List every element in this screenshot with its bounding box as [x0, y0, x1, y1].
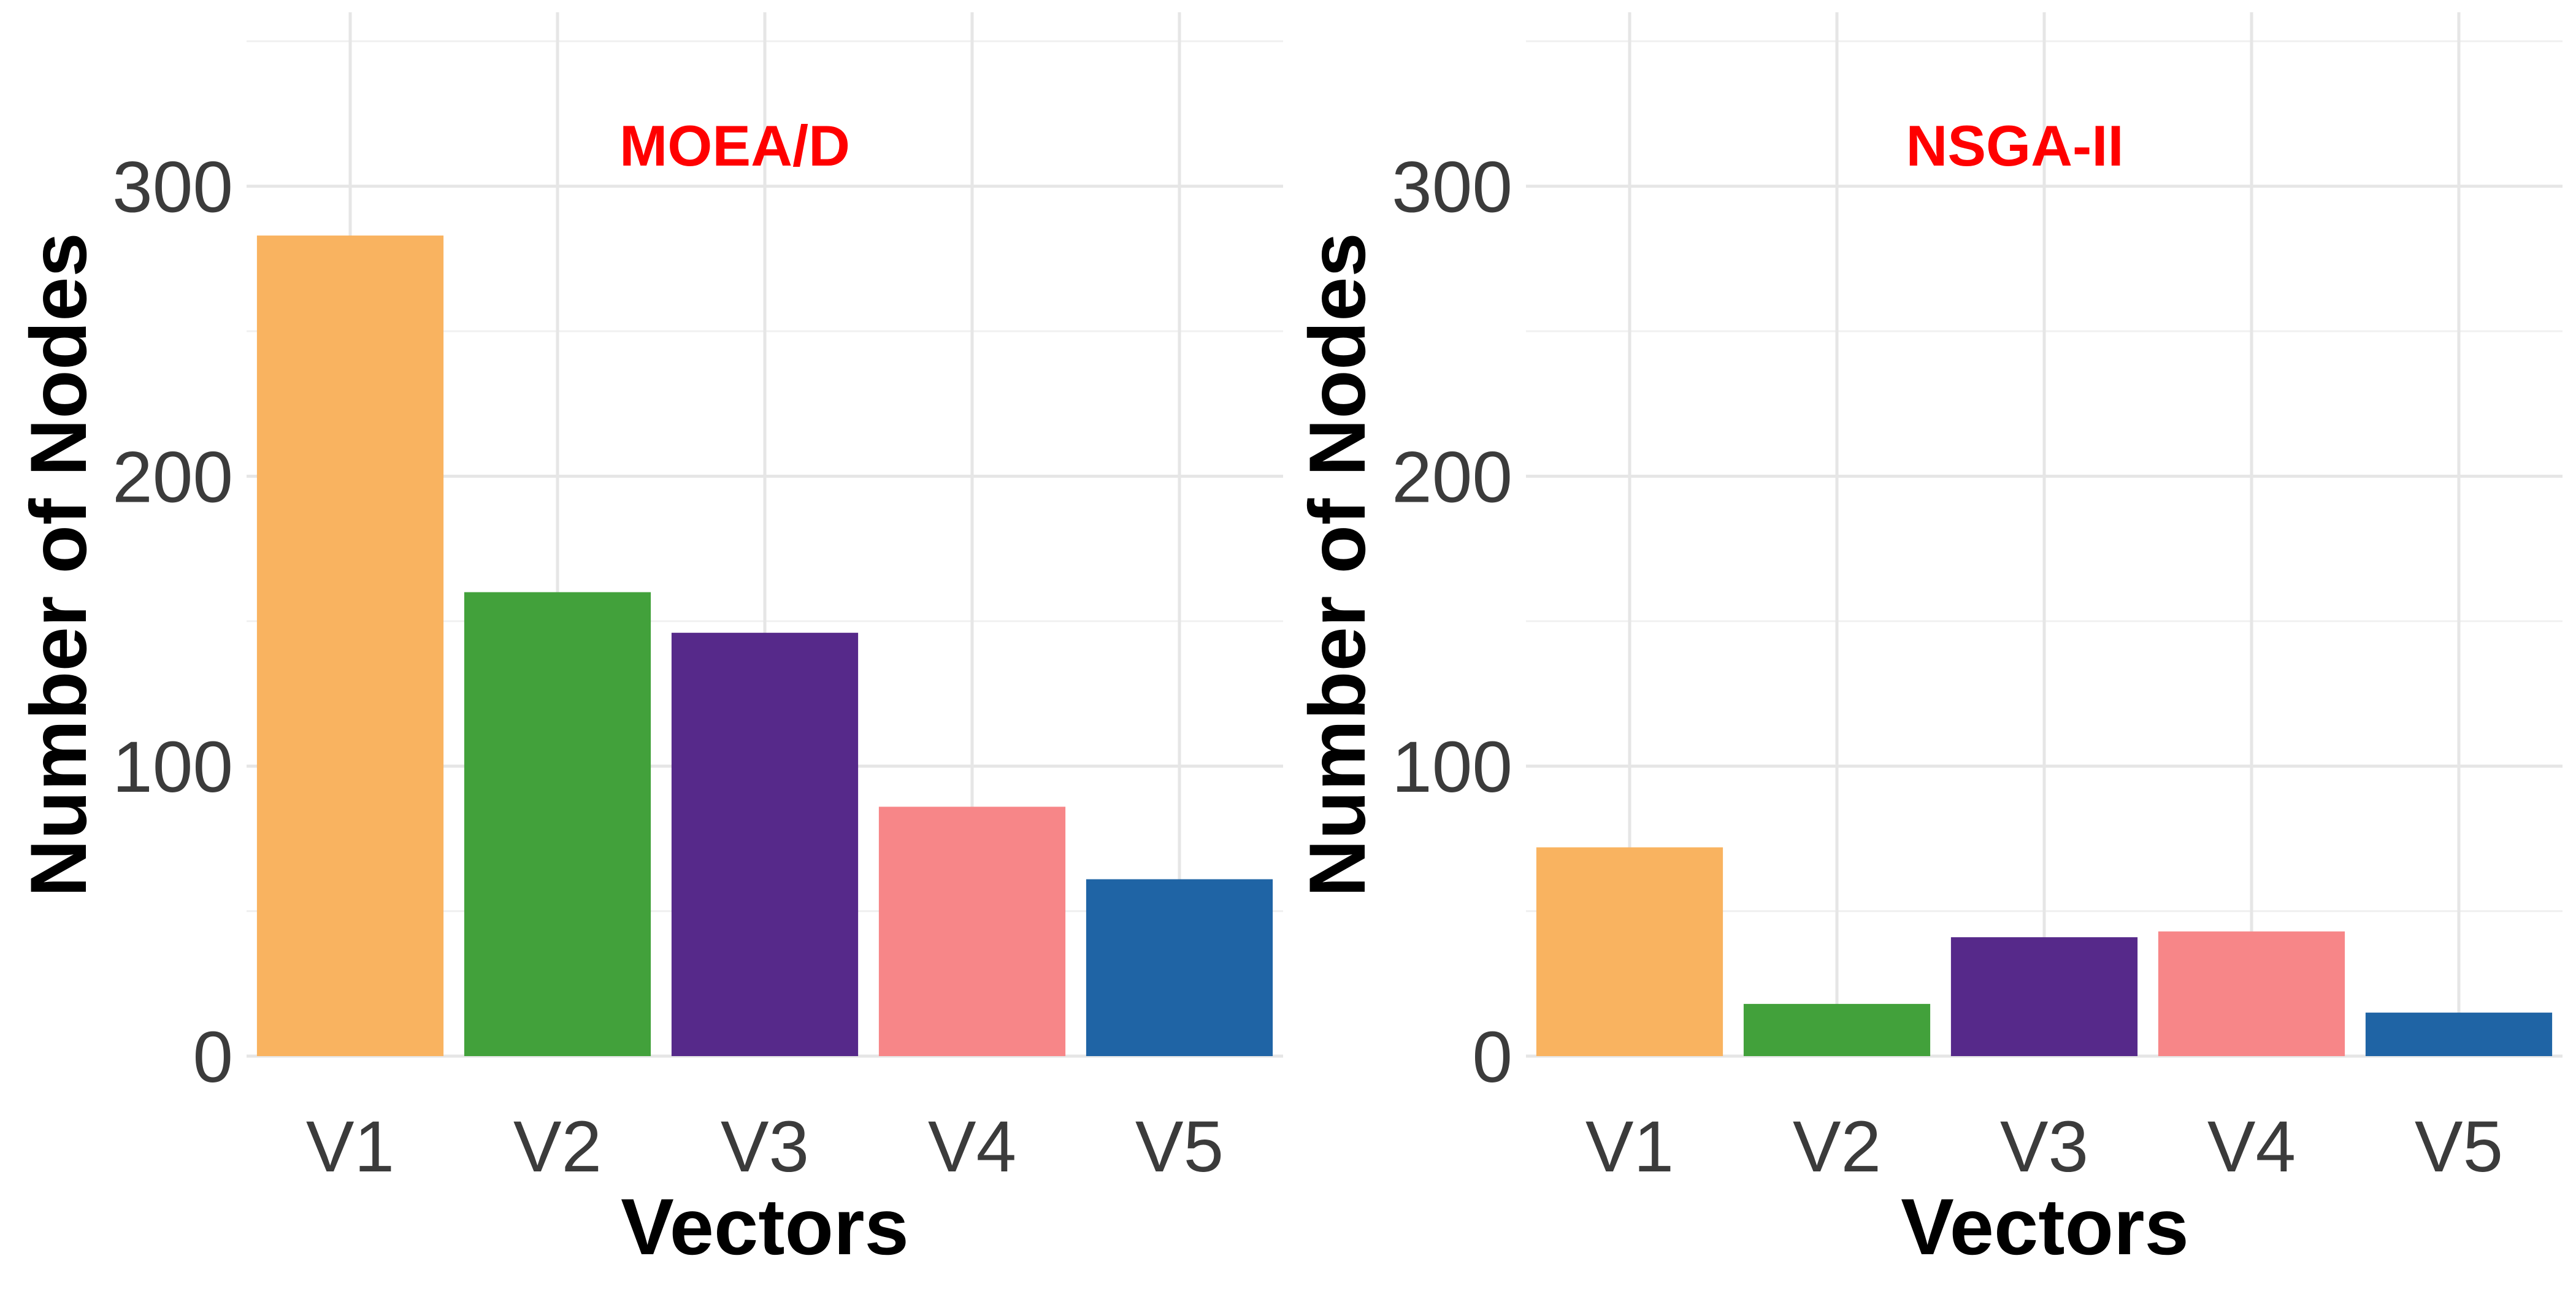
y-tick-label: 0 [193, 1017, 233, 1098]
x-tick-label: V2 [1793, 1106, 1881, 1187]
bar-v1 [1536, 847, 1723, 1056]
x-tick-label: V5 [2415, 1106, 2503, 1187]
x-tick-label: V4 [2207, 1106, 2296, 1187]
y-tick-label: 100 [112, 727, 233, 808]
y-tick-label: 300 [112, 147, 233, 228]
chart-panel-2: 0 100 200 300 V1 V2 V3 V4 V5 NSGA-II Number of Nod… [1292, 12, 2563, 1271]
bar-v2 [464, 592, 651, 1056]
chart-panel-1: 0 100 200 300 V1 V2 V3 V4 V5 MOEA/D Number of Node… [13, 12, 1283, 1271]
x-tick-label: V3 [721, 1106, 809, 1187]
x-tick-label: V2 [513, 1106, 602, 1187]
y-axis-label: Number of Nodes [13, 232, 103, 897]
x-tick-label: V1 [1585, 1106, 1674, 1187]
bar-v4 [878, 806, 1066, 1056]
chart-title: NSGA-II [1906, 113, 2123, 178]
y-tick-label: 200 [1392, 437, 1512, 518]
y-axis-label: Number of Nodes [1292, 232, 1382, 897]
bar-v3 [1950, 937, 2138, 1056]
x-tick-label: V4 [928, 1106, 1016, 1187]
bar-v3 [671, 632, 859, 1056]
x-axis-label: Vectors [621, 1182, 909, 1271]
bar-v5 [2365, 1013, 2553, 1056]
x-tick-label: V3 [2000, 1106, 2088, 1187]
chart-title: MOEA/D [619, 113, 850, 178]
y-tick-label: 300 [1392, 147, 1512, 228]
bar-v5 [1086, 879, 1273, 1056]
x-tick-label: V5 [1135, 1106, 1224, 1187]
bar-v1 [256, 236, 444, 1057]
y-tick-label: 0 [1472, 1017, 1512, 1098]
bar-v4 [2158, 931, 2345, 1056]
x-tick-label: V1 [306, 1106, 394, 1187]
x-axis-label: Vectors [1901, 1182, 2189, 1271]
bar-v2 [1743, 1003, 1931, 1056]
y-tick-label: 100 [1392, 727, 1512, 808]
y-tick-label: 200 [112, 437, 233, 518]
